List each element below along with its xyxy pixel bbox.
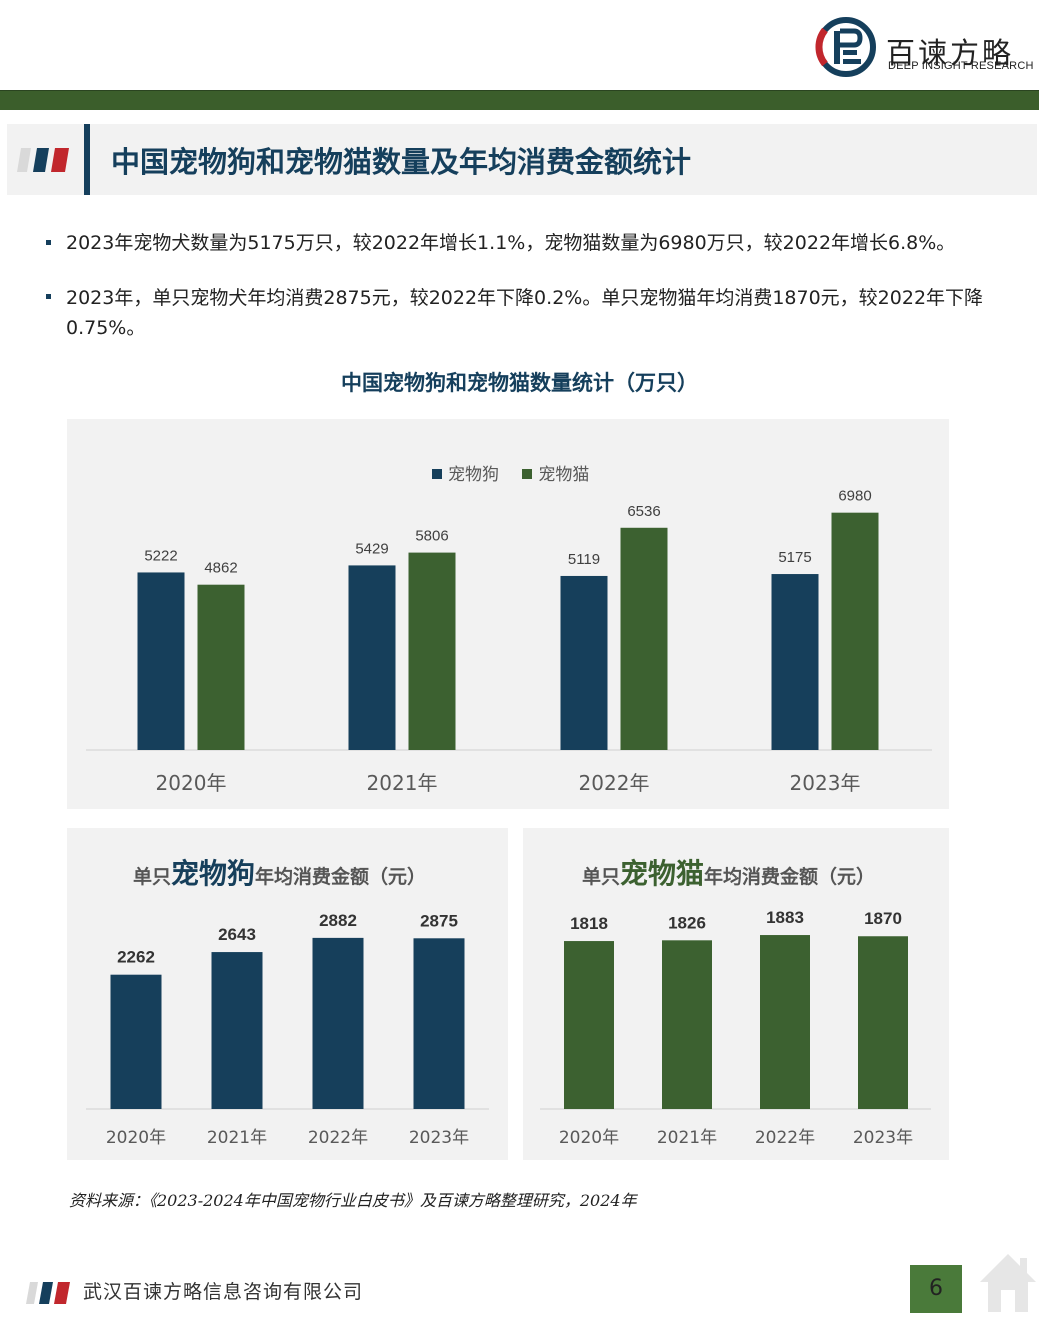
logo-mark-icon xyxy=(815,17,876,77)
x-tick-label: 2023年 xyxy=(409,1128,469,1148)
x-tick-label: 2021年 xyxy=(657,1128,717,1148)
chart-panel-cat-spend: 1818 2020年 1826 2021年 1883 2022年 1870 2023年 xyxy=(523,828,949,1160)
data-label: 5222 xyxy=(144,547,177,564)
bar xyxy=(312,937,364,1109)
x-tick-label: 2021年 xyxy=(207,1128,267,1148)
bar xyxy=(858,936,908,1109)
legend-item-dog: 宠物狗 xyxy=(432,460,499,485)
data-label: 2643 xyxy=(218,925,256,944)
bullet-text-1: 2023年宠物犬数量为5175万只，较2022年增长1.1%，宠物猫数量为698… xyxy=(66,232,956,254)
x-tick-label: 2020年 xyxy=(106,1128,166,1148)
bar xyxy=(662,940,712,1109)
legend-item-cat: 宠物猫 xyxy=(522,460,589,485)
source-note: 资料来源：《2023-2024年中国宠物行业白皮书》及百谏方略整理研究，2024… xyxy=(69,1191,637,1210)
data-label: 1870 xyxy=(864,909,902,928)
chart-title-highlight: 宠物狗 xyxy=(171,857,256,890)
chart-title-prefix: 单只 xyxy=(133,866,172,888)
page-title: 中国宠物狗和宠物猫数量及年均消费金额统计 xyxy=(111,145,692,179)
header-green-bar xyxy=(0,90,1039,110)
chart-panel-population: 5222 4862 2020年 5429 5806 2021年 5119 6536 2022年 5… xyxy=(67,419,949,809)
x-tick-label: 2021年 xyxy=(367,771,438,795)
data-label: 2875 xyxy=(420,911,458,930)
data-label: 5175 xyxy=(778,549,811,566)
chart-title-suffix: 年均消费金额（元） xyxy=(255,866,427,888)
bar-cat xyxy=(620,527,668,750)
data-label: 2882 xyxy=(319,911,357,930)
chart-title-suffix: 年均消费金额（元） xyxy=(704,866,876,888)
chart-title-cat-spend: 单只宠物猫年均消费金额（元） xyxy=(582,852,875,892)
data-label: 1883 xyxy=(766,908,804,927)
x-tick-label: 2023年 xyxy=(790,771,861,795)
title-divider xyxy=(84,124,90,195)
x-tick-label: 2022年 xyxy=(579,771,650,795)
company-logo: 百谏方略 DEEP INSIGHT RESEARCH xyxy=(813,12,1033,82)
x-tick-label: 2022年 xyxy=(755,1128,815,1148)
bar-cat xyxy=(197,584,245,750)
footer-stripes-icon xyxy=(26,1282,70,1304)
footer-company-name: 武汉百谏方略信息咨询有限公司 xyxy=(83,1281,364,1303)
logo-chinese-name: 百谏方略 xyxy=(886,36,1015,70)
chart-legend: 宠物狗 宠物猫 xyxy=(432,460,607,485)
logo-english-name: DEEP INSIGHT RESEARCH xyxy=(888,60,1034,72)
data-label: 1826 xyxy=(668,913,706,932)
chart-title-dog-spend: 单只宠物狗年均消费金额（元） xyxy=(133,852,426,892)
data-label: 6536 xyxy=(627,503,660,520)
page-number: 6 xyxy=(910,1265,962,1313)
data-label: 5429 xyxy=(355,540,388,557)
cat-spend-bar-chart: 1818 2020年 1826 2021年 1883 2022年 1870 2023年 xyxy=(540,908,931,1148)
data-label: 6980 xyxy=(838,488,871,505)
data-label: 2262 xyxy=(117,948,155,967)
chart-title-highlight: 宠物猫 xyxy=(620,857,705,890)
data-label: 1818 xyxy=(570,914,608,933)
title-band xyxy=(7,124,1037,195)
bar xyxy=(564,941,614,1109)
data-label: 5806 xyxy=(415,528,448,545)
data-label: 5119 xyxy=(568,551,600,568)
bullet-marker xyxy=(44,292,54,302)
bar-dog xyxy=(560,575,608,750)
bar xyxy=(110,974,162,1109)
bar-cat xyxy=(831,512,879,750)
bar xyxy=(413,938,465,1109)
chart-panel-dog-spend: 2262 2020年 2643 2021年 2882 2022年 2875 2023年 xyxy=(67,828,508,1160)
bar xyxy=(760,935,810,1109)
legend-swatch-dog xyxy=(432,469,442,479)
dog-spend-bar-chart: 2262 2020年 2643 2021年 2882 2022年 2875 2023年 xyxy=(86,911,489,1148)
bullet-marker xyxy=(44,238,54,248)
legend-label-cat: 宠物猫 xyxy=(538,465,590,485)
bar-cat xyxy=(408,552,456,750)
x-tick-label: 2022年 xyxy=(308,1128,368,1148)
chart-title-population: 中国宠物狗和宠物猫数量统计（万只） xyxy=(341,371,698,395)
bar-dog xyxy=(137,572,185,750)
legend-swatch-cat xyxy=(522,469,533,479)
bullet-text-2: 2023年，单只宠物犬年均消费2875元，较2022年下降0.2%。单只宠物猫年… xyxy=(66,287,984,339)
bar-dog xyxy=(771,574,819,750)
bar-dog xyxy=(348,565,396,750)
bar xyxy=(211,952,263,1109)
x-tick-label: 2020年 xyxy=(559,1128,619,1148)
home-icon[interactable] xyxy=(978,1250,1038,1314)
title-stripes-icon xyxy=(17,148,69,172)
x-tick-label: 2020年 xyxy=(156,771,227,795)
chart-title-prefix: 单只 xyxy=(582,866,621,888)
data-label: 4862 xyxy=(204,560,237,577)
legend-label-dog: 宠物狗 xyxy=(448,465,499,485)
population-bar-chart: 5222 4862 2020年 5429 5806 2021年 5119 6536 2022年 5… xyxy=(86,488,932,795)
x-tick-label: 2023年 xyxy=(853,1128,913,1148)
